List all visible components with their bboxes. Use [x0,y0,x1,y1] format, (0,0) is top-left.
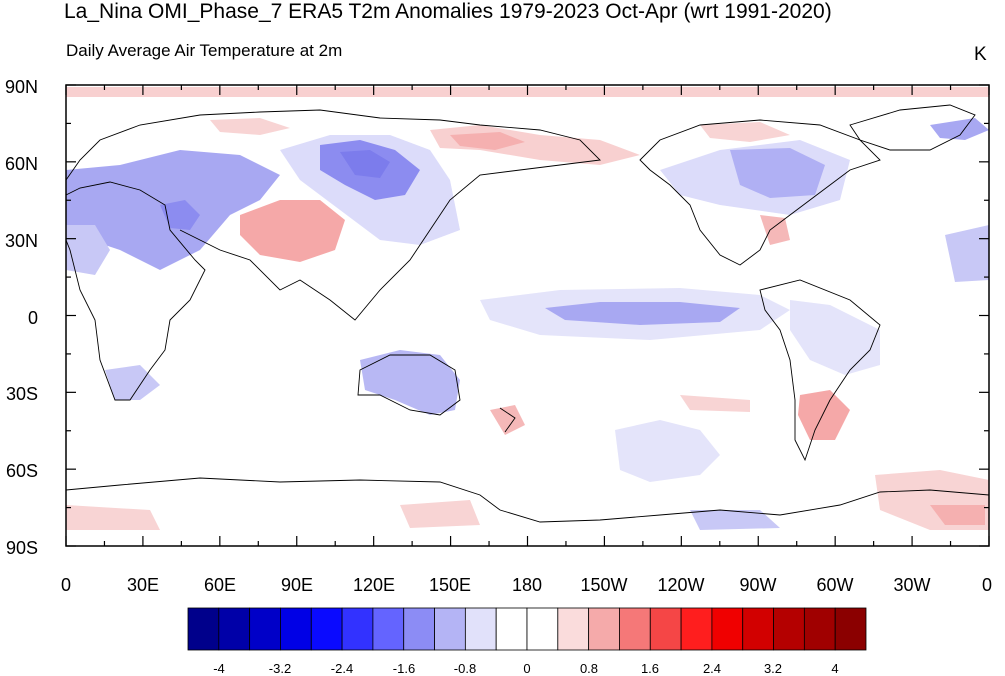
coastline-south-america [759,279,881,462]
anomaly-area-antarctic-warm-ross [400,500,480,528]
lon-label: 90W [739,575,776,595]
colorbar-box [403,607,435,651]
anomaly-area-equatorial-pacific-cold [545,302,740,325]
colorbar-box [526,607,559,651]
coastline-north-america [639,119,881,266]
lon-label: 0 [61,575,71,595]
colorbar-box [742,607,774,651]
colorbar-box [372,607,405,651]
colorbar-label: 1.6 [641,661,659,676]
colorbar-label: 3.2 [764,661,782,676]
lon-label: 60E [204,575,236,595]
coastlines [66,104,989,523]
lat-label: 30S [6,384,38,404]
coastline-antarctica [66,477,989,523]
lon-label: 90E [281,575,313,595]
anomaly-area-southern-ocean-cold [615,420,720,482]
coastline-australia [357,354,461,416]
anomaly-area-argentina-warm [798,390,850,440]
colorbar-label: -2.4 [331,661,353,676]
colorbar-box [310,607,343,651]
colorbar-label: 2.4 [703,661,721,676]
lon-label: 0 [982,575,992,595]
colorbar [187,607,867,651]
units-label: K [974,44,987,65]
anomaly-area-hudson-cold [730,148,825,198]
lat-label: 60N [5,154,38,174]
lon-label: 180 [512,575,542,595]
colorbar-label: -3.2 [269,661,291,676]
anomaly-area-siberia-warm-core [450,132,525,150]
colorbar-box [557,607,590,651]
lat-label: 90N [5,77,38,97]
coastline-new-zealand [499,407,516,433]
anomaly-area-south-america-cold [790,300,880,375]
lat-label: 30N [5,231,38,251]
lat-label: 0 [28,308,38,328]
lon-label: 120W [657,575,704,595]
lon-label: 150W [580,575,627,595]
colorbar-label: -4 [213,661,225,676]
lat-label: 60S [6,461,38,481]
lon-label: 30E [127,575,159,595]
anomaly-area-new-zealand-warm [490,405,525,435]
lat-label: 90S [6,538,38,558]
colorbar-label: -0.8 [454,661,476,676]
lat-axis: 90N 60N 30N 0 30S 60S 90S [5,77,38,558]
coastline-africa [66,181,206,401]
anomaly-area-west-africa-cold [66,225,110,275]
colorbar-box [218,607,251,651]
anomaly-area-sahara-cold [945,225,989,282]
anomaly-area-central-asia-warm-core [258,212,330,252]
anomaly-area-antarctic-warm-west [66,505,160,530]
axis-ticks [65,84,990,547]
anomaly-area-antarctic-cold [690,510,780,530]
colorbar-box [187,607,220,651]
anomaly-area-barents-warm [210,118,290,135]
lon-label: 30W [893,575,930,595]
colorbar-box [249,607,281,651]
colorbar-box [588,607,620,651]
colorbar-box [464,607,497,651]
anomaly-field [66,85,989,546]
lon-label: 150E [429,575,471,595]
anomaly-area-caspian-cold [160,200,200,230]
colorbar-box [803,607,836,651]
coastline-greenland [849,104,976,151]
colorbar-box [341,607,374,651]
colorbar-box [434,607,466,651]
anomaly-area-weddell-warm-core [930,505,985,525]
map-title: La_Nina OMI_Phase_7 ERA5 T2m Anomalies 1… [64,0,832,23]
anomaly-area-alaska-warm [700,122,790,142]
colorbar-label: 0.8 [580,661,598,676]
colorbar-box [280,607,312,651]
colorbar-box [711,607,744,651]
anomaly-area-south-atlantic-warm [680,395,750,412]
anomaly-area-florida-warm [760,215,790,245]
colorbar-box [773,607,805,651]
lon-label: 60W [816,575,853,595]
coastline-eurasia [66,109,601,321]
colorbar-box [834,607,867,651]
anomaly-area-greenland-cold [930,118,989,140]
lon-label: 120E [353,575,395,595]
colorbar-box [649,607,682,651]
anomaly-area-australia-cold [360,350,460,415]
lon-axis: 0 30E 60E 90E 120E 150E 180 150W 120W 90… [61,575,992,595]
colorbar-box [495,607,528,651]
colorbar-labels: -4 -3.2 -2.4 -1.6 -0.8 0 0.8 1.6 2.4 3.2… [213,661,838,676]
colorbar-label: 0 [523,661,530,676]
colorbar-box [680,607,713,651]
colorbar-label: -1.6 [393,661,415,676]
colorbar-label: 4 [831,661,838,676]
map-subtitle: Daily Average Air Temperature at 2m [66,41,343,60]
colorbar-box [619,607,651,651]
anomaly-area-mongolia-cold-core [340,150,390,178]
anomaly-area-africa-cold [105,365,160,400]
